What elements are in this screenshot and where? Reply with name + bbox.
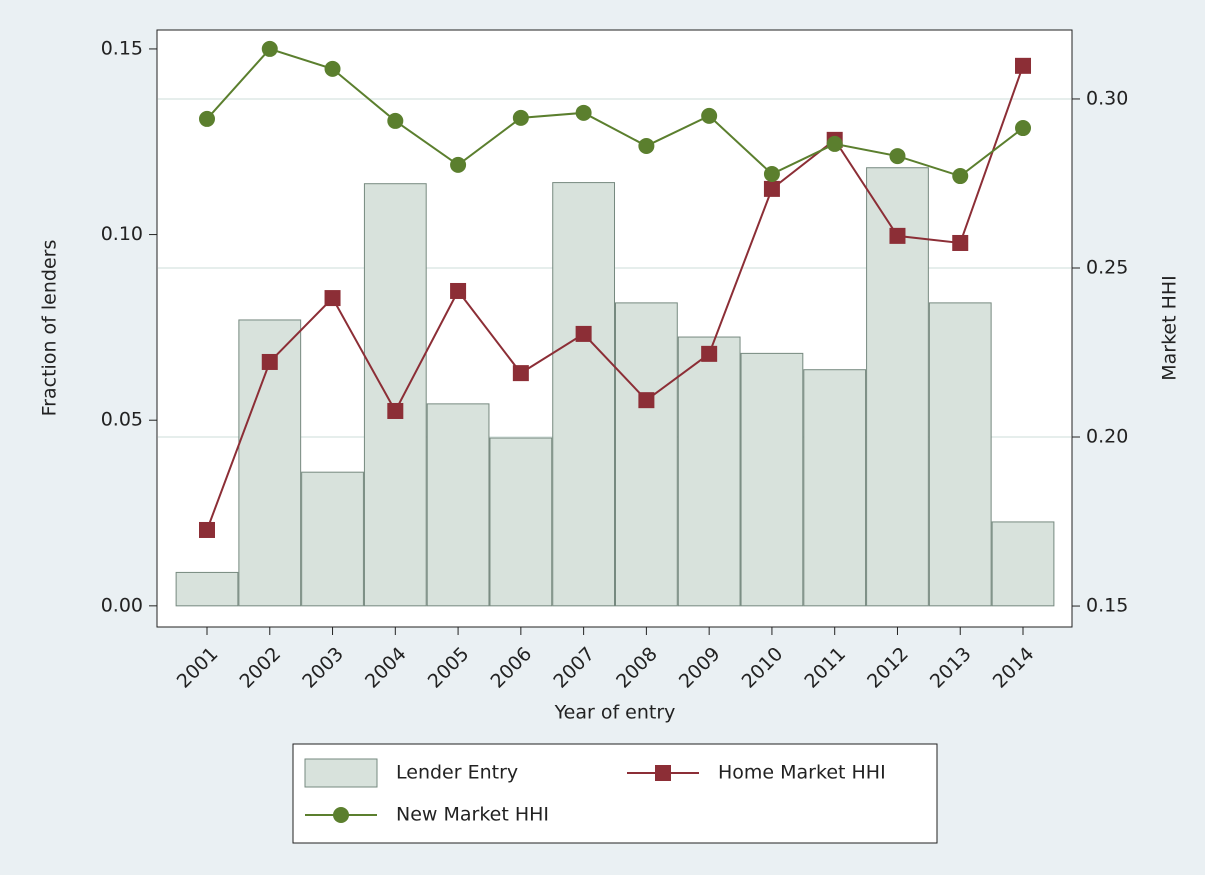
marker (638, 392, 655, 409)
marker (763, 166, 780, 183)
marker (512, 109, 529, 126)
legend-label: New Market HHI (396, 804, 549, 826)
line (206, 47, 1024, 178)
legend-swatch (304, 758, 378, 788)
y2-tick-label: 0.30 (1086, 87, 1128, 109)
legend-marker (333, 807, 349, 823)
y-tick-label: 0.00 (101, 594, 143, 616)
marker (199, 521, 215, 538)
marker (199, 110, 215, 127)
bar (426, 403, 490, 607)
marker (701, 345, 718, 362)
bar (301, 471, 364, 607)
bar (175, 571, 239, 607)
bar (991, 521, 1055, 607)
y2-tick-label: 0.15 (1086, 595, 1128, 617)
marker (952, 234, 969, 251)
bar (740, 352, 804, 607)
y-tick-label: 0.10 (101, 223, 143, 245)
y2-tick-label: 0.20 (1086, 426, 1128, 448)
legend-marker (655, 765, 671, 781)
bar (677, 336, 741, 607)
y-tick-label: 0.05 (101, 409, 143, 431)
bar (803, 369, 867, 607)
marker (701, 107, 718, 124)
bar (615, 302, 678, 607)
line (206, 65, 1024, 531)
marker (450, 282, 467, 299)
marker (512, 365, 529, 382)
y-tick-label: 0.15 (101, 37, 143, 59)
bar (489, 437, 553, 607)
y2-axis-label: Market HHI (1159, 275, 1181, 381)
marker (826, 135, 843, 152)
bar (928, 302, 992, 607)
marker (324, 290, 341, 307)
marker (889, 227, 906, 244)
legend-label: Lender Entry (396, 762, 518, 784)
marker (638, 137, 655, 154)
bar (552, 182, 616, 607)
bar (363, 183, 427, 607)
legend (292, 743, 938, 844)
y2-tick-label: 0.25 (1086, 256, 1128, 278)
marker (575, 325, 592, 342)
legend-label: Home Market HHI (718, 762, 886, 784)
marker (952, 168, 969, 185)
marker (387, 112, 404, 129)
marker (324, 60, 341, 77)
marker (261, 40, 278, 57)
y-axis-label: Fraction of lenders (39, 240, 61, 417)
marker (261, 353, 278, 370)
marker (1015, 120, 1032, 137)
marker (450, 156, 467, 173)
x-axis-label: Year of entry (554, 702, 676, 724)
marker (763, 180, 780, 197)
marker (575, 104, 592, 121)
marker (1015, 57, 1032, 74)
marker (387, 402, 404, 419)
marker (889, 148, 906, 165)
